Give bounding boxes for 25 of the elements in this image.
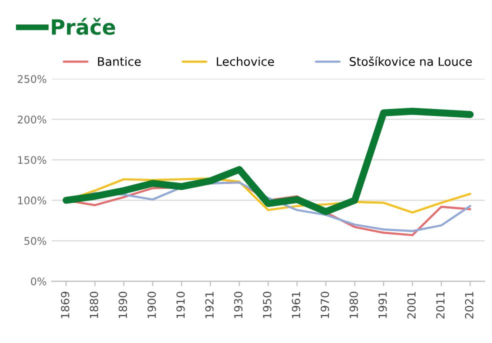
x-tick-label: 1921 <box>205 292 214 318</box>
y-tick-label: 100% <box>18 196 46 204</box>
x-tick-label: 2001 <box>407 292 416 318</box>
x-tick-label: 1961 <box>292 292 300 318</box>
legend-label: Lechovice <box>216 56 274 66</box>
x-tick-label: 1910 <box>176 292 185 318</box>
y-tick-label: 200% <box>18 116 46 124</box>
legend-label: Práče <box>52 18 116 35</box>
y-tick-label: 250% <box>18 75 46 83</box>
x-tick-label: 2011 <box>436 292 445 318</box>
x-tick-label: 1980 <box>350 292 358 318</box>
x-tick-label: 1970 <box>320 292 330 318</box>
x-tick-label: 1869 <box>60 292 70 318</box>
legend-label: Stošíkovice na Louce <box>350 56 472 66</box>
x-tick-label: 2021 <box>465 292 474 318</box>
x-tick-label: 1900 <box>148 292 156 318</box>
x-tick-label: 1880 <box>90 292 98 318</box>
y-tick-label: 0% <box>30 277 46 286</box>
x-tick-label: 1991 <box>378 292 387 318</box>
x-tick-label: 1890 <box>118 292 128 318</box>
y-tick-label: 50% <box>24 237 46 245</box>
legend-label: Bantice <box>98 56 141 66</box>
x-tick-label: 1930 <box>234 292 242 318</box>
x-tick-label: 1950 <box>262 292 272 318</box>
y-tick-label: 150% <box>18 156 46 164</box>
